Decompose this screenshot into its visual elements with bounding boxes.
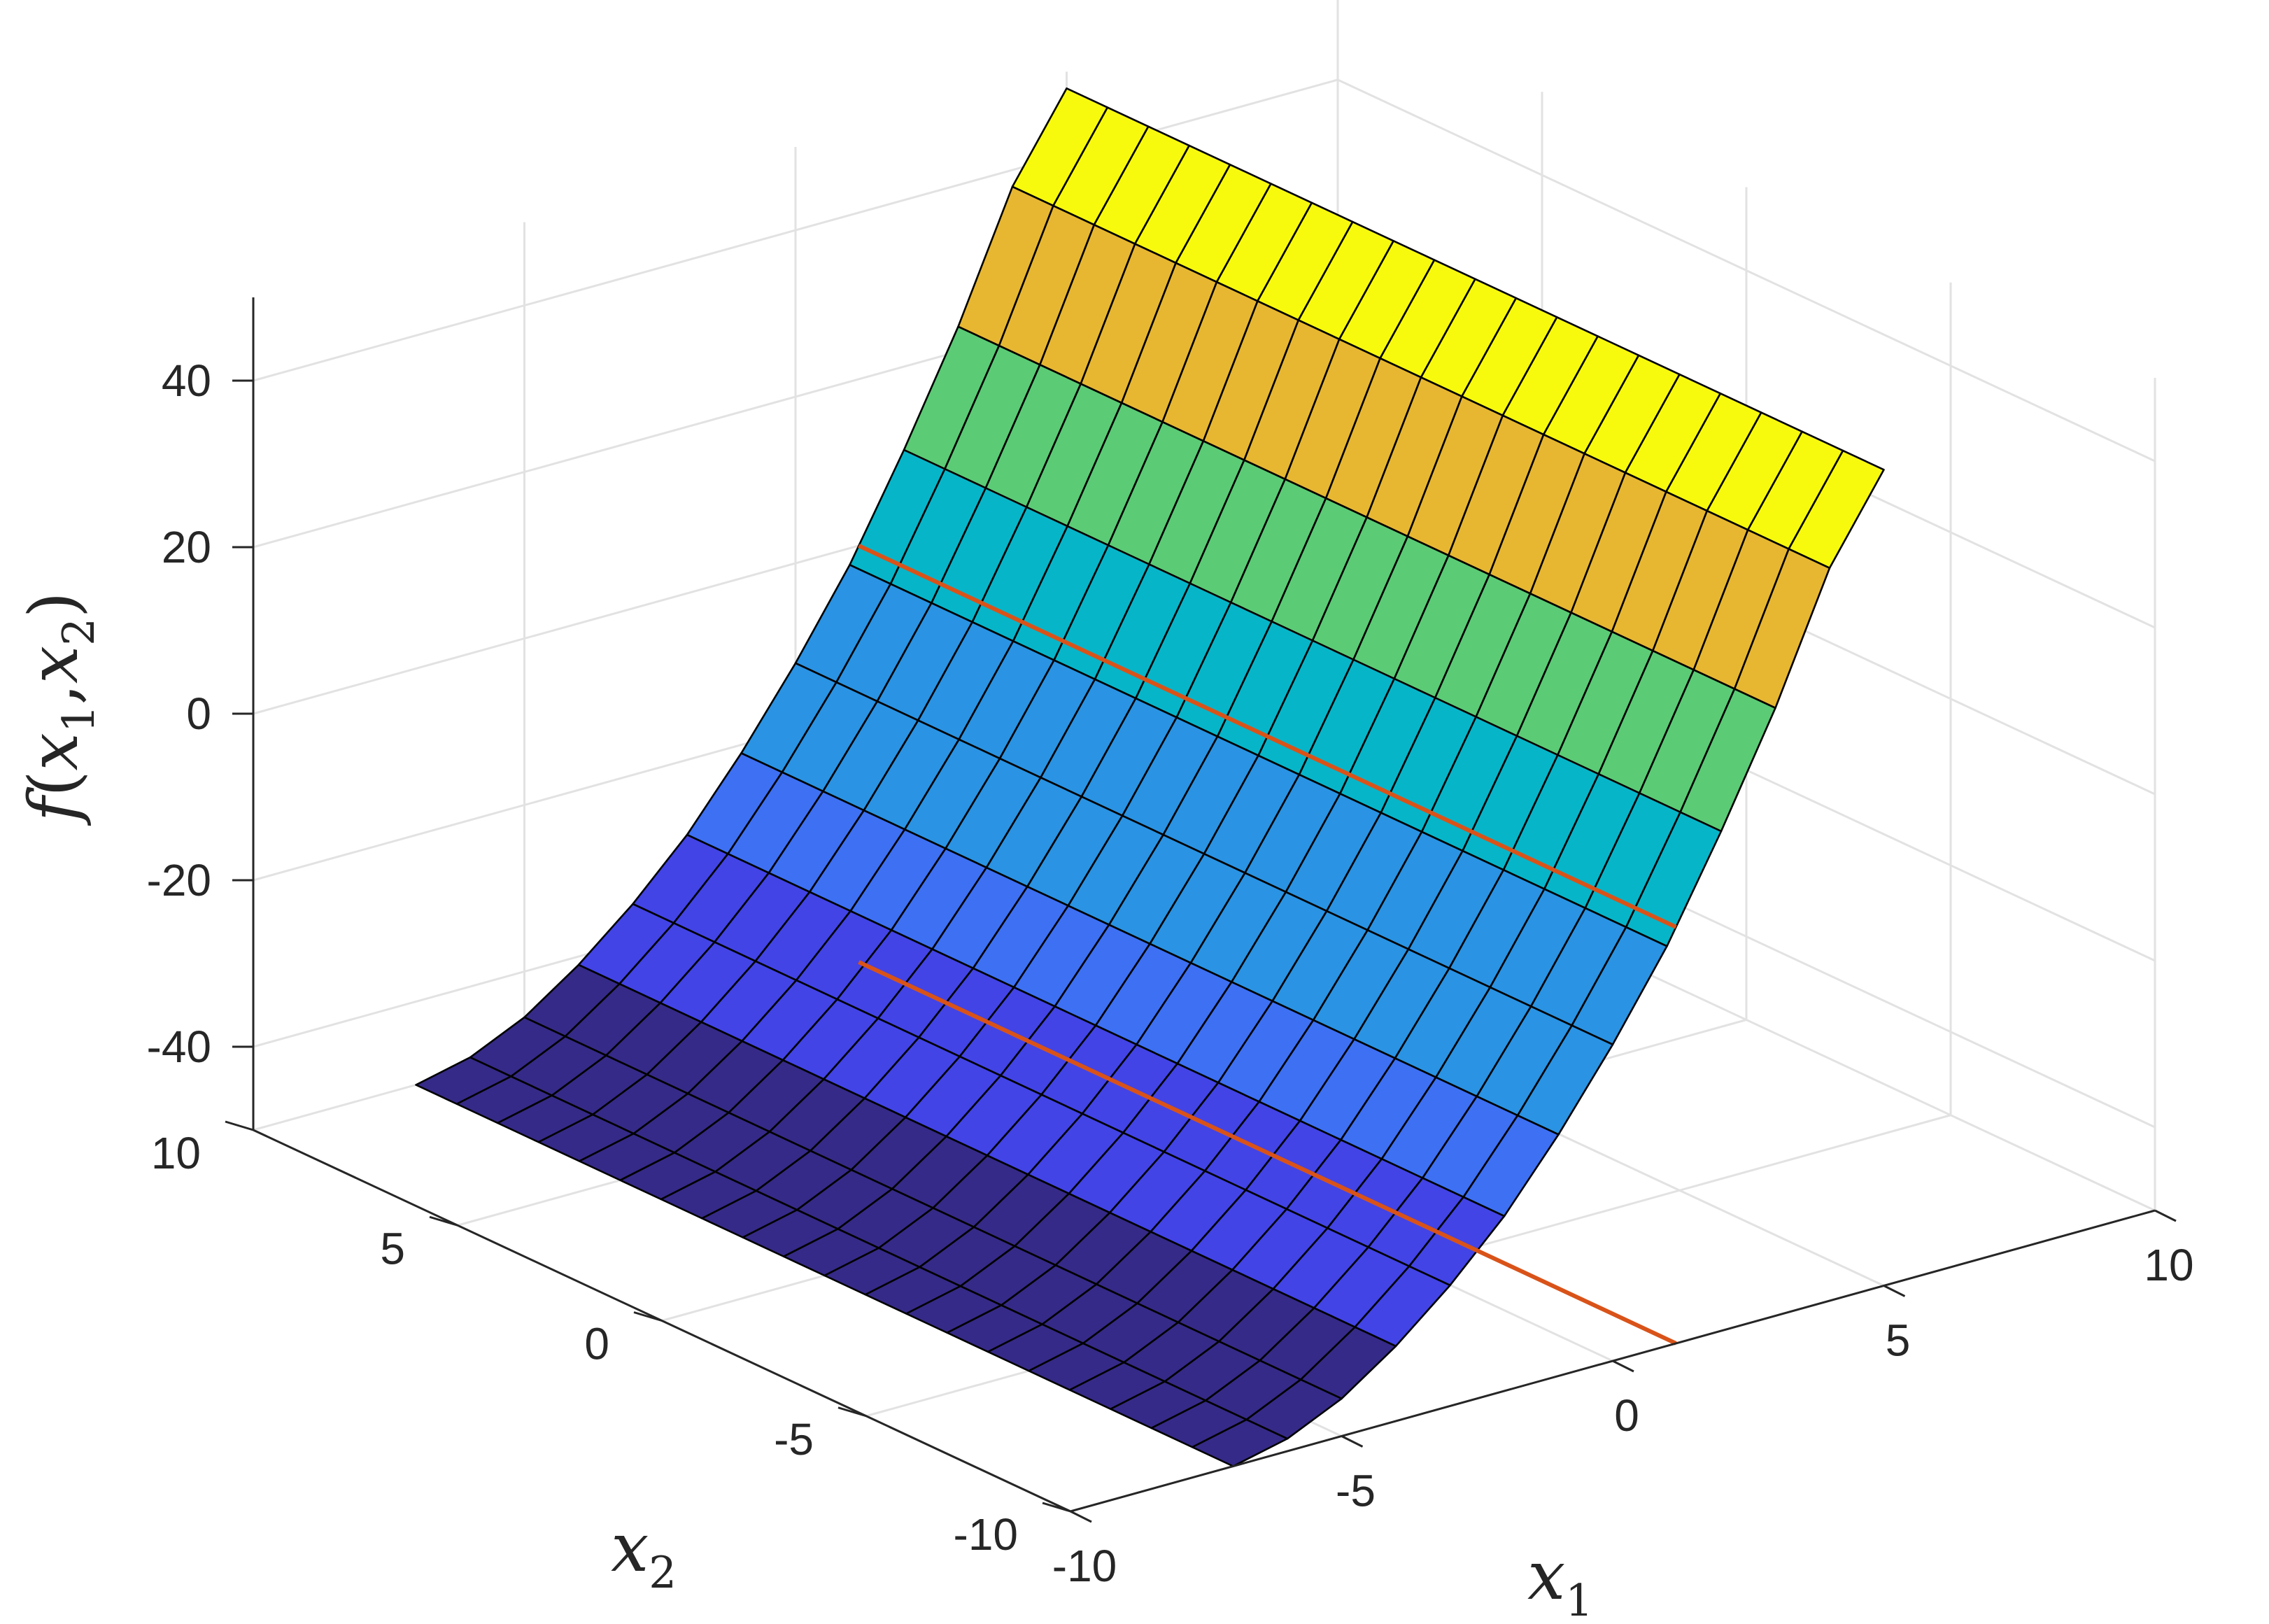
x2-tick-mark bbox=[225, 1120, 254, 1131]
x1-tick-mark bbox=[1341, 1435, 1364, 1448]
x1-axis-label: x1 bbox=[1527, 1537, 1593, 1624]
z-tick-label: 20 bbox=[162, 522, 211, 572]
x1-tick-mark bbox=[1612, 1360, 1634, 1373]
surface-cell bbox=[1191, 1418, 1289, 1467]
x1-tick-mark bbox=[2154, 1209, 2177, 1222]
z-tick-label: 40 bbox=[162, 355, 211, 406]
x2-tick-mark bbox=[837, 1406, 867, 1418]
grid-wall-z2 bbox=[1337, 78, 2156, 463]
floor-projection-line bbox=[858, 960, 1677, 1346]
axes: -40 -20 0 20 40 -10 -5 0 5 10 -10 -5 0 5 10 x2 x1 f(x1,x2… bbox=[15, 297, 2194, 1624]
x1-tick-label: 10 bbox=[2144, 1240, 2193, 1290]
x2-axis-label: x2 bbox=[611, 1509, 677, 1598]
x2-tick-mark bbox=[1042, 1502, 1071, 1513]
x1-tick-label: 0 bbox=[1614, 1390, 1639, 1441]
x2-tick-mark bbox=[633, 1311, 663, 1322]
x2-tick-label: 0 bbox=[584, 1319, 609, 1369]
surface-plot bbox=[415, 87, 1885, 1467]
x1-tick-label: -5 bbox=[1336, 1466, 1376, 1516]
x1-tick-label: 5 bbox=[1886, 1315, 1911, 1366]
z-axis-label: f(x1,x2) bbox=[15, 592, 104, 826]
x2-tick-label: -5 bbox=[774, 1414, 814, 1464]
x2-tick-label: -10 bbox=[954, 1509, 1019, 1560]
x2-tick-mark bbox=[429, 1215, 458, 1227]
x1-tick-mark bbox=[1883, 1285, 1906, 1297]
z-tick-label: -20 bbox=[147, 855, 212, 905]
x2-tick-label: 5 bbox=[380, 1223, 405, 1273]
overlay bbox=[858, 544, 1677, 1346]
x1-tick-mark bbox=[1070, 1510, 1092, 1523]
x1-tick-label: -10 bbox=[1052, 1541, 1117, 1591]
level-line bbox=[858, 544, 1677, 929]
z-tick-label: -40 bbox=[147, 1022, 212, 1072]
x2-tick-label: 10 bbox=[151, 1128, 201, 1178]
z-tick-label: 0 bbox=[186, 689, 211, 739]
